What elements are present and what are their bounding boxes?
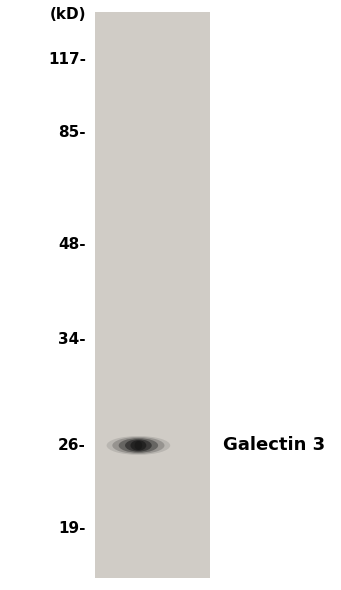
Ellipse shape bbox=[107, 436, 170, 455]
Ellipse shape bbox=[131, 440, 146, 451]
Text: 34-: 34- bbox=[58, 332, 86, 347]
Text: Galectin 3: Galectin 3 bbox=[223, 437, 325, 454]
Text: 117-: 117- bbox=[48, 51, 86, 67]
Text: 19-: 19- bbox=[58, 520, 86, 536]
Text: 48-: 48- bbox=[58, 237, 86, 253]
Ellipse shape bbox=[135, 441, 142, 450]
Text: 85-: 85- bbox=[58, 125, 86, 140]
Ellipse shape bbox=[119, 438, 158, 453]
Text: (kD): (kD) bbox=[49, 7, 86, 22]
Ellipse shape bbox=[112, 437, 164, 454]
Text: 26-: 26- bbox=[58, 438, 86, 453]
Bar bbox=[95, 12, 210, 578]
Ellipse shape bbox=[125, 440, 152, 451]
